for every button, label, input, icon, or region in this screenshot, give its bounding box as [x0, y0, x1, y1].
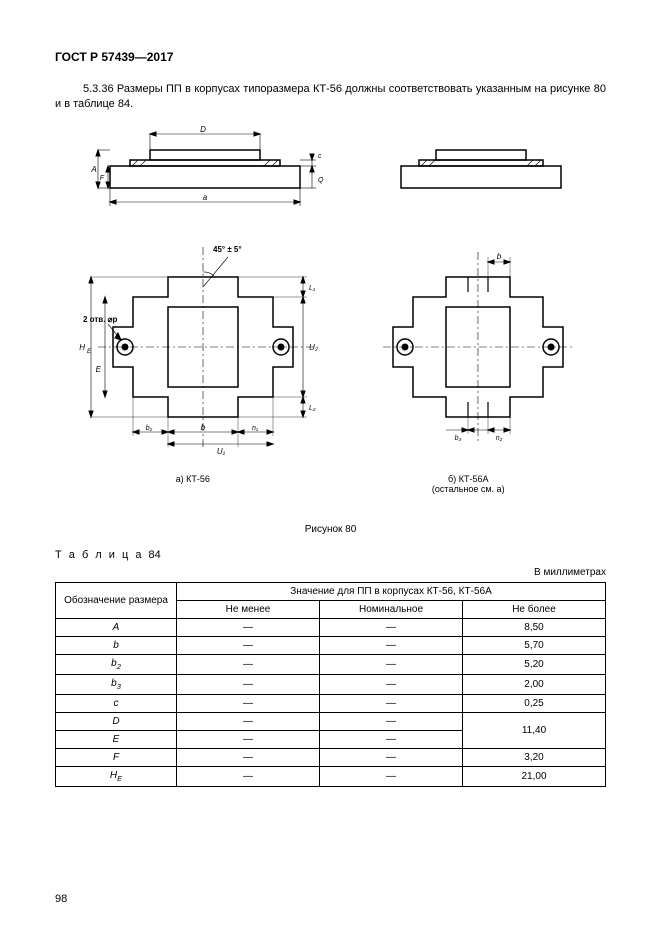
table-row: HE——21,00	[56, 766, 606, 786]
svg-text:b₃: b₃	[455, 435, 462, 442]
table-row: F——3,20	[56, 748, 606, 766]
cell-max: 3,20	[463, 748, 606, 766]
cell-max: 21,00	[463, 766, 606, 786]
table-row: A——8,50	[56, 618, 606, 636]
cell-nom: —	[320, 730, 463, 748]
svg-text:E: E	[95, 365, 101, 374]
th-symbol: Обозначение размера	[56, 582, 177, 618]
cell-symbol: b3	[56, 674, 177, 694]
figure-caption-b: б) КТ-56А (остальное см. а)	[344, 474, 592, 494]
drawing-kt56a-side	[381, 124, 581, 224]
svg-text:U₁: U₁	[217, 447, 226, 456]
svg-text:L₂: L₂	[309, 405, 316, 412]
svg-text:2 отв. ⌀p: 2 отв. ⌀p	[83, 315, 117, 324]
cell-min: —	[177, 636, 320, 654]
svg-text:n₂: n₂	[496, 435, 503, 442]
svg-text:U₂: U₂	[309, 343, 318, 352]
table-unit: В миллиметрах	[55, 567, 606, 578]
table-row: b3——2,00	[56, 674, 606, 694]
svg-text:n₁: n₁	[252, 425, 259, 432]
cell-nom: —	[320, 694, 463, 712]
svg-text:A: A	[91, 165, 97, 174]
th-group: Значение для ПП в корпусах КТ-56, КТ-56А	[177, 582, 606, 600]
body-paragraph: 5.3.36 Размеры ПП в корпусах типоразмера…	[55, 82, 606, 112]
cell-min: —	[177, 766, 320, 786]
cell-max: 8,50	[463, 618, 606, 636]
svg-text:Q: Q	[318, 177, 324, 184]
svg-text:L₁: L₁	[309, 285, 316, 292]
cell-max: 0,25	[463, 694, 606, 712]
svg-text:c: c	[318, 153, 322, 160]
page-number: 98	[55, 893, 67, 905]
svg-text:a: a	[203, 193, 208, 202]
cell-nom: —	[320, 712, 463, 730]
cell-nom: —	[320, 636, 463, 654]
svg-text:H: H	[79, 343, 85, 352]
cell-min: —	[177, 712, 320, 730]
cell-max: 11,40	[463, 712, 606, 748]
cell-symbol: c	[56, 694, 177, 712]
cell-min: —	[177, 748, 320, 766]
cell-symbol: A	[56, 618, 177, 636]
table-row: c——0,25	[56, 694, 606, 712]
svg-text:b: b	[201, 423, 206, 432]
svg-text:D: D	[200, 125, 206, 134]
table-label: Т а б л и ц а 84	[55, 549, 606, 561]
table-row: b2——5,20	[56, 654, 606, 674]
table-row: b——5,70	[56, 636, 606, 654]
svg-text:45° ± 5°: 45° ± 5°	[213, 245, 242, 254]
cell-max: 5,20	[463, 654, 606, 674]
cell-max: 2,00	[463, 674, 606, 694]
drawing-kt56-plan: 45° ± 5° 2 отв. ⌀p H E	[73, 232, 333, 462]
figure-caption-a: а) КТ-56	[69, 474, 317, 494]
document-header: ГОСТ Р 57439—2017	[55, 50, 606, 64]
cell-min: —	[177, 730, 320, 748]
cell-nom: —	[320, 674, 463, 694]
cell-nom: —	[320, 654, 463, 674]
svg-text:b: b	[497, 252, 502, 261]
cell-symbol: F	[56, 748, 177, 766]
th-nom: Номинальное	[320, 600, 463, 618]
table-row: D——11,40	[56, 712, 606, 730]
svg-text:F: F	[100, 175, 105, 182]
cell-min: —	[177, 654, 320, 674]
cell-symbol: E	[56, 730, 177, 748]
cell-max: 5,70	[463, 636, 606, 654]
cell-symbol: D	[56, 712, 177, 730]
drawing-kt56a-plan: b b₃ n₂	[368, 232, 588, 462]
cell-min: —	[177, 674, 320, 694]
cell-symbol: HE	[56, 766, 177, 786]
dimensions-table: Обозначение размера Значение для ПП в ко…	[55, 582, 606, 787]
th-max: Не более	[463, 600, 606, 618]
cell-nom: —	[320, 766, 463, 786]
figure-main-caption: Рисунок 80	[55, 524, 606, 535]
svg-text:b₂: b₂	[145, 425, 152, 432]
figure-80: D	[55, 124, 606, 514]
cell-min: —	[177, 618, 320, 636]
cell-min: —	[177, 694, 320, 712]
drawing-kt56-side: D	[80, 124, 330, 224]
cell-symbol: b2	[56, 654, 177, 674]
cell-nom: —	[320, 748, 463, 766]
th-min: Не менее	[177, 600, 320, 618]
cell-symbol: b	[56, 636, 177, 654]
cell-nom: —	[320, 618, 463, 636]
